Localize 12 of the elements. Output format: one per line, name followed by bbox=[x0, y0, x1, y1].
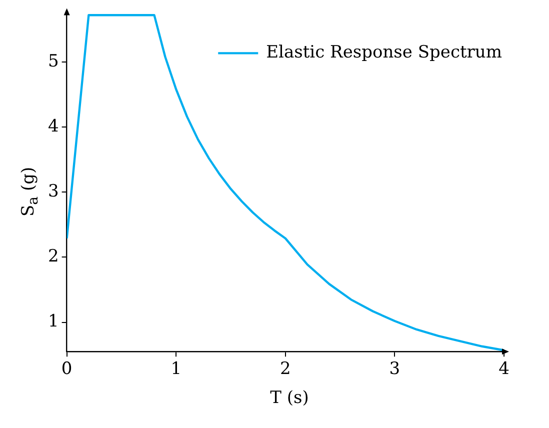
y-tick-label: 1 bbox=[48, 312, 59, 332]
x-tick-label: 0 bbox=[61, 359, 72, 380]
y-tick-label: 3 bbox=[48, 182, 59, 202]
x-axis-title: T (s) bbox=[269, 388, 310, 408]
y-tick-label: 4 bbox=[48, 116, 59, 137]
x-tick-label: 1 bbox=[170, 359, 182, 380]
x-tick-label: 4 bbox=[498, 359, 510, 380]
x-tick-label: 3 bbox=[389, 359, 400, 380]
legend-label: Elastic Response Spectrum bbox=[266, 42, 502, 63]
y-tick-label: 5 bbox=[48, 51, 59, 72]
y-tick-label: 2 bbox=[48, 246, 59, 267]
x-tick-label: 2 bbox=[280, 359, 291, 380]
